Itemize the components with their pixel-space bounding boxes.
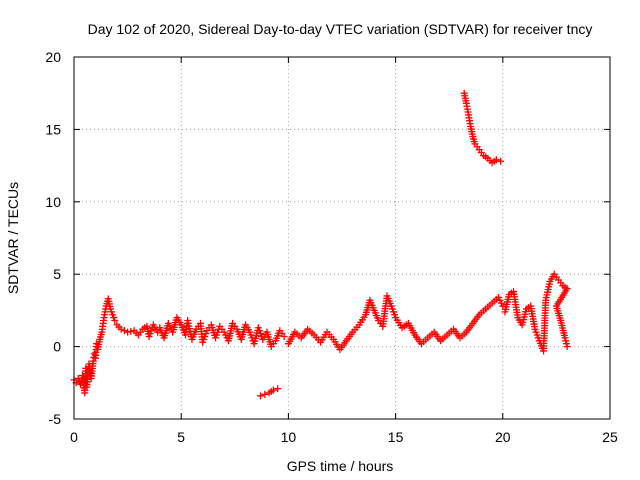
data-point xyxy=(280,332,288,340)
chart-title: Day 102 of 2020, Sidereal Day-to-day VTE… xyxy=(88,21,593,37)
y-tick-label: 20 xyxy=(45,49,61,65)
data-point xyxy=(269,386,277,394)
x-tick-label: 15 xyxy=(388,429,404,445)
y-tick-label: 5 xyxy=(53,266,61,282)
y-axis-label: SDTVAR / TECUs xyxy=(5,182,21,294)
x-tick-label: 10 xyxy=(281,429,297,445)
data-point xyxy=(124,328,132,336)
data-point xyxy=(497,157,505,165)
y-tick-label: 15 xyxy=(45,121,61,137)
x-axis-label: GPS time / hours xyxy=(287,458,394,474)
x-tick-label: 5 xyxy=(177,429,185,445)
data-point xyxy=(563,343,571,351)
data-point xyxy=(111,317,119,325)
data-point xyxy=(274,385,282,393)
y-tick-label: -5 xyxy=(49,411,62,427)
data-point xyxy=(127,327,135,335)
axis-ticks: 0 5 10 15 20 25 -5 0 5 10 15 20 xyxy=(45,49,618,445)
x-tick-label: 0 xyxy=(70,429,78,445)
plot-frame xyxy=(73,56,611,420)
data-point xyxy=(257,392,265,400)
y-tick-label: 10 xyxy=(45,194,61,210)
y-tick-label: 0 xyxy=(53,339,61,355)
data-point xyxy=(261,390,269,398)
grid xyxy=(74,57,610,419)
data-point xyxy=(492,156,500,164)
data-points xyxy=(70,89,571,400)
data-point xyxy=(120,327,128,335)
data-point xyxy=(117,325,125,333)
x-tick-label: 25 xyxy=(602,429,618,445)
data-point xyxy=(90,350,98,358)
x-tick-label: 20 xyxy=(495,429,511,445)
